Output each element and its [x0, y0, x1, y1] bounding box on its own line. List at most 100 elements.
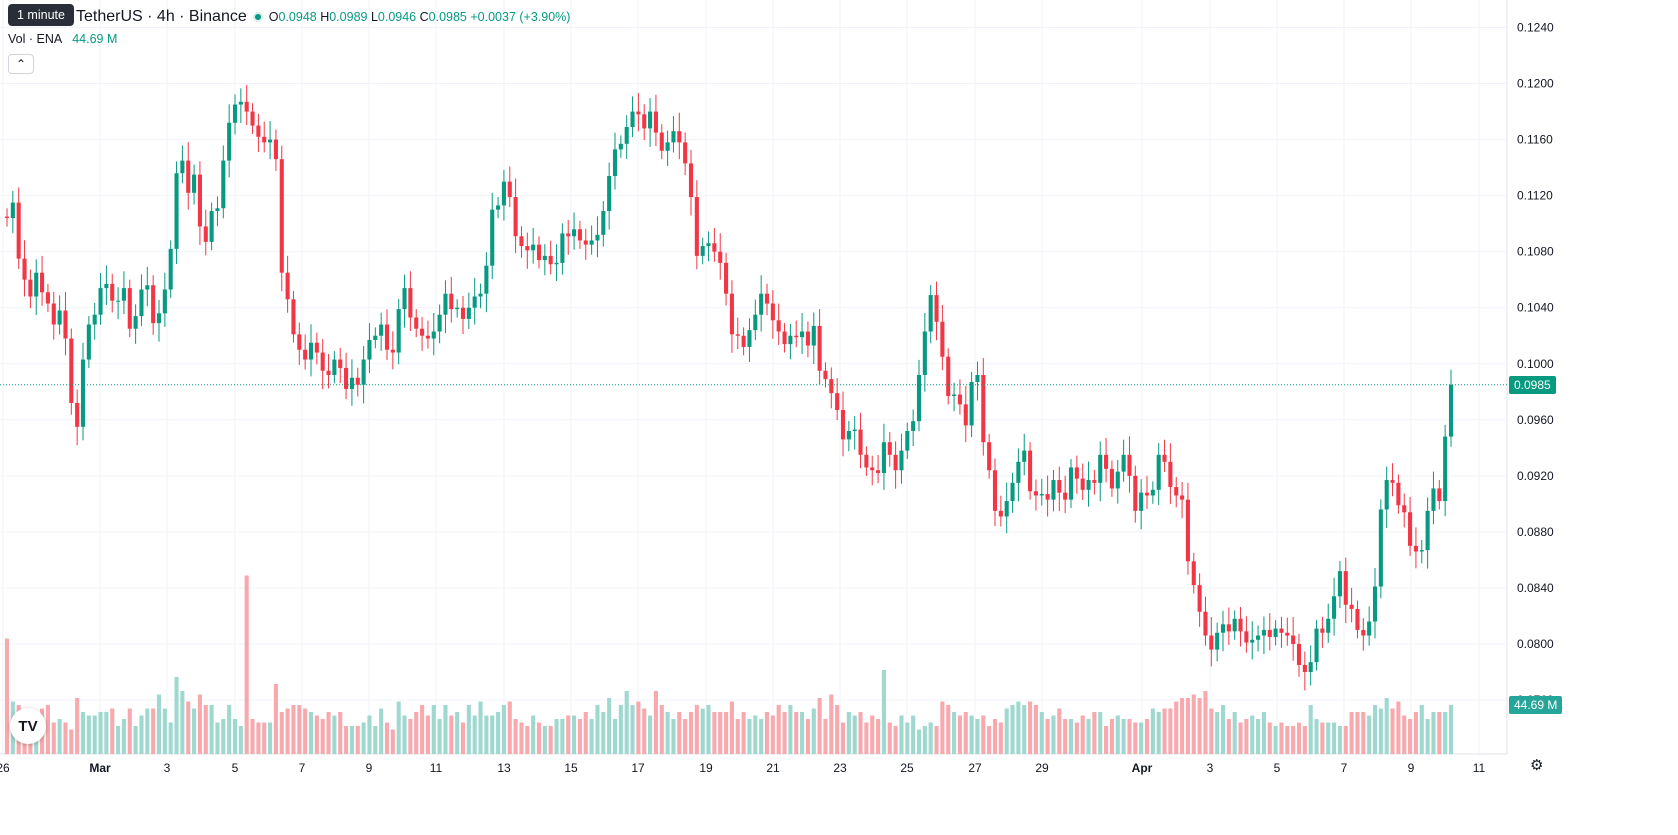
candle-body: [1425, 510, 1430, 551]
candle-body: [852, 429, 857, 431]
volume-bar: [1396, 701, 1401, 754]
candle-body: [45, 292, 50, 304]
candle-body: [484, 265, 489, 294]
volume-bar: [899, 715, 904, 754]
volume-bar: [1139, 722, 1144, 754]
volume-bar: [408, 719, 413, 754]
low-value: 0.0946: [377, 10, 417, 24]
volume-bar: [1302, 726, 1307, 754]
candle-body: [192, 174, 197, 193]
volume-bar: [724, 712, 729, 754]
candle-body: [268, 139, 273, 143]
candle-body: [805, 331, 810, 346]
candle-body: [221, 160, 226, 209]
volume-bar: [741, 712, 746, 754]
candle-body: [402, 288, 407, 310]
candle-body: [735, 334, 740, 336]
candle-body: [870, 467, 875, 471]
candle-body: [209, 211, 214, 242]
volume-bar: [1057, 708, 1062, 754]
candle-body: [92, 314, 97, 325]
time-tick-label: 27: [968, 761, 982, 775]
volume-bar: [186, 701, 191, 754]
market-status-icon[interactable]: [252, 12, 263, 22]
volume-bar: [1355, 712, 1360, 754]
volume-value: 44.69 M: [72, 32, 118, 46]
candle-body: [876, 470, 881, 474]
candle-body: [987, 442, 992, 471]
volume-bar: [1314, 719, 1319, 754]
candle-body: [466, 307, 471, 319]
volume-bar: [969, 715, 974, 754]
volume-bar: [69, 729, 74, 754]
candle-body: [349, 377, 354, 389]
candle-body: [303, 349, 308, 360]
candle-body: [1296, 643, 1302, 665]
volume-bar: [402, 715, 407, 754]
collapse-legend-button[interactable]: ⌃: [8, 54, 34, 74]
candle-body: [905, 431, 910, 451]
candle-body: [887, 442, 892, 455]
candle-body: [525, 246, 530, 251]
candle-body: [612, 149, 618, 177]
volume-bar: [1437, 712, 1442, 754]
volume-bar: [607, 698, 612, 754]
candle-body: [694, 197, 699, 256]
volume-bar: [1250, 715, 1255, 754]
volume-bar: [542, 726, 547, 754]
volume-bar: [1086, 719, 1091, 754]
candle-body: [992, 470, 998, 511]
price-axis[interactable]: 0.1240 0.1200 0.1160 0.1120 0.1080 0.1040 0.10…: [1517, 21, 1554, 708]
candle-body: [1390, 480, 1395, 483]
candle-body: [800, 331, 805, 338]
candle-body: [1121, 454, 1126, 472]
candle-body: [1191, 561, 1196, 586]
volume-bar: [484, 715, 489, 754]
candle-body: [665, 142, 670, 151]
volume-bar: [823, 719, 828, 754]
candle-body: [1197, 585, 1202, 612]
volume-bar: [349, 726, 354, 754]
candle-body: [706, 243, 711, 247]
candle-body: [338, 359, 343, 368]
volume-label[interactable]: Vol · ENA: [8, 32, 63, 46]
volume-bar: [1448, 705, 1454, 754]
volume-bar: [928, 722, 933, 754]
volume-bar: [116, 726, 121, 754]
volume-bar: [1285, 726, 1290, 754]
candle-body: [116, 300, 121, 302]
volume-bar: [601, 712, 606, 754]
candle-body: [162, 289, 167, 314]
candle-body: [747, 330, 752, 347]
time-axis[interactable]: 26 Mar 3 5 7 9 11 13 15 17 19 21 23 25 27 29 Apr 3 5 7 9 11: [0, 761, 1486, 775]
volume-bar: [998, 722, 1003, 754]
volume-bar: [683, 719, 688, 754]
candle-body: [542, 255, 547, 261]
price-tick-label: 0.0800: [1517, 637, 1554, 651]
volume-bar: [946, 705, 951, 754]
volume-bar: [648, 715, 653, 754]
candle-body: [1016, 461, 1021, 483]
volume-bar: [1022, 705, 1027, 754]
tradingview-logo-icon[interactable]: TV: [10, 708, 46, 744]
price-tick-label: 0.1080: [1517, 245, 1554, 259]
candle-body: [1250, 639, 1255, 643]
candle-body: [1384, 480, 1389, 510]
candle-body: [151, 285, 156, 324]
candle-body: [273, 139, 278, 160]
symbol-title[interactable]: TetherUS · 4h · Binance: [76, 8, 247, 25]
candle-body: [589, 240, 594, 245]
volume-bar: [1004, 708, 1009, 754]
volume-bar: [1372, 705, 1378, 754]
volume-bar: [308, 712, 314, 754]
volume-bar: [1361, 712, 1366, 754]
time-tick-label: 21: [766, 761, 780, 775]
time-tick-label: 9: [366, 761, 373, 775]
chart-settings-icon[interactable]: ⚙: [1530, 757, 1544, 774]
volume-bar: [133, 726, 138, 754]
volume-bar: [127, 708, 132, 754]
symbol-legend: TetherUS · 4h · Binance O0.0948 H0.0989 …: [8, 8, 570, 26]
volume-bar: [425, 715, 430, 754]
volume-bar: [449, 715, 454, 754]
